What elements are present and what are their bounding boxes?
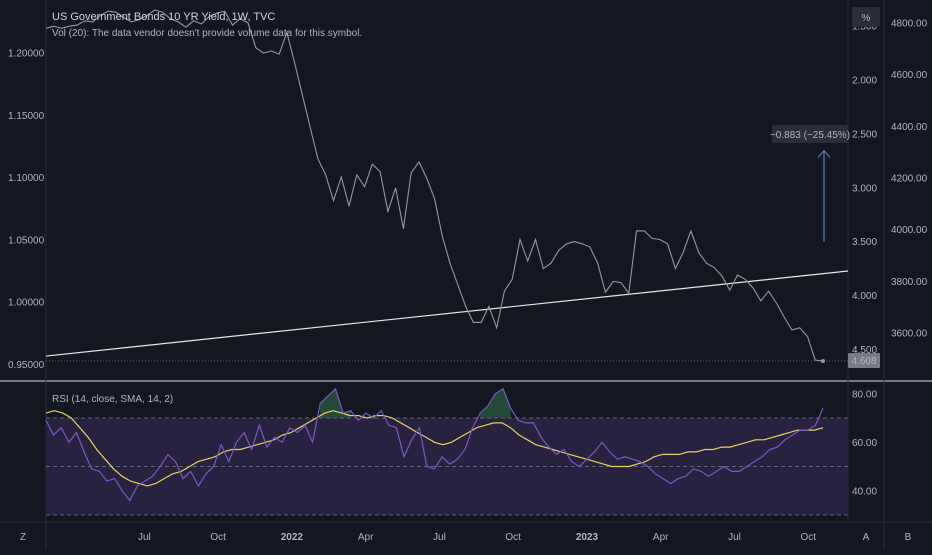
rsi-overbought-area bbox=[320, 388, 351, 418]
log-scale-button[interactable]: B bbox=[905, 532, 912, 543]
rsi-pane[interactable] bbox=[45, 387, 824, 502]
rsi-axis[interactable]: 80.00 60.00 40.00 bbox=[852, 389, 877, 497]
left-axis-tick: 1.20000 bbox=[8, 49, 45, 60]
toggle-left-button[interactable]: Z bbox=[20, 532, 26, 543]
time-axis-tick: Apr bbox=[653, 532, 669, 543]
rsi-band-lines bbox=[46, 417, 848, 516]
right-axis-tick: 3800.00 bbox=[891, 277, 928, 288]
rsi-overbought-fill bbox=[320, 388, 511, 418]
measure-label-box bbox=[772, 125, 848, 143]
last-price-value: 4.608 bbox=[851, 356, 876, 367]
time-axis-tick: Jul bbox=[433, 532, 446, 543]
measure-label: −0.883 (−25.45%) bbox=[770, 130, 850, 141]
time-axis-tick: Jul bbox=[138, 532, 151, 543]
right-axis-tick: 4800.00 bbox=[891, 19, 928, 30]
time-axis-tick: Oct bbox=[800, 532, 816, 543]
rsi-axis-tick: 60.00 bbox=[852, 438, 877, 449]
yield-axis-tick: 1.500 bbox=[852, 22, 877, 33]
price-range-measure[interactable]: −0.883 (−25.45%) bbox=[770, 125, 850, 242]
time-axis-tick: Jul bbox=[728, 532, 741, 543]
yield-axis-tick: 3.000 bbox=[852, 183, 877, 194]
left-price-axis[interactable]: 1.20000 1.15000 1.10000 1.05000 1.00000 0.950… bbox=[8, 49, 45, 372]
auto-scale-button[interactable]: A bbox=[863, 532, 870, 543]
rsi-overbought-area bbox=[480, 388, 511, 418]
right-price-axis[interactable]: 4800.00 4600.00 4400.00 4200.00 4000.00 3800.… bbox=[891, 19, 928, 340]
left-axis-tick: 1.05000 bbox=[8, 235, 45, 246]
right-axis-tick: 3600.00 bbox=[891, 329, 928, 340]
time-axis[interactable]: Jul Oct 2022 Apr Jul Oct 2023 Apr Jul Oct bbox=[138, 532, 816, 543]
yield-axis-tick: 4.000 bbox=[852, 291, 877, 302]
time-axis-tick: Oct bbox=[505, 532, 521, 543]
last-price-dot bbox=[821, 359, 825, 363]
yield-axis-tick: 3.500 bbox=[852, 237, 877, 248]
right-axis-tick: 4400.00 bbox=[891, 122, 928, 133]
last-price-badge bbox=[848, 353, 880, 368]
time-axis-tick: 2022 bbox=[281, 532, 304, 543]
percent-scale-button[interactable] bbox=[852, 7, 880, 27]
chart-title: US Government Bonds 10 YR Yield, 1W, TVC bbox=[52, 11, 275, 23]
time-axis-tick: 2023 bbox=[576, 532, 599, 543]
measure-arrow-head bbox=[817, 149, 831, 158]
price-pane[interactable]: −0.883 (−25.45%) bbox=[45, 9, 850, 363]
trendline[interactable] bbox=[45, 270, 849, 357]
right-axis-tick: 4000.00 bbox=[891, 225, 928, 236]
yield-axis-tick: 4.500 bbox=[852, 345, 877, 356]
left-axis-tick: 1.00000 bbox=[8, 298, 45, 309]
rsi-ma-line bbox=[45, 410, 824, 487]
left-axis-tick: 0.95000 bbox=[8, 360, 45, 371]
yield-axis-tick: 2.500 bbox=[852, 129, 877, 140]
left-axis-tick: 1.10000 bbox=[8, 173, 45, 184]
rsi-line bbox=[45, 387, 824, 502]
yield-price-axis[interactable]: 1.500 2.000 2.500 3.000 3.500 4.000 4.500 bbox=[852, 22, 877, 356]
rsi-legend: RSI (14, close, SMA, 14, 2) bbox=[52, 394, 173, 405]
rsi-axis-tick: 80.00 bbox=[852, 389, 877, 400]
right-axis-tick: 4600.00 bbox=[891, 70, 928, 81]
left-axis-tick: 1.15000 bbox=[8, 111, 45, 122]
percent-scale-label: % bbox=[862, 13, 871, 24]
volume-note: Vol (20): The data vendor doesn't provid… bbox=[52, 28, 362, 39]
time-axis-tick: Oct bbox=[210, 532, 226, 543]
time-axis-tick: Apr bbox=[358, 532, 374, 543]
yield-axis-tick: 2.000 bbox=[852, 76, 877, 87]
right-axis-tick: 4200.00 bbox=[891, 174, 928, 185]
rsi-axis-tick: 40.00 bbox=[852, 486, 877, 497]
price-series-line bbox=[45, 9, 824, 362]
